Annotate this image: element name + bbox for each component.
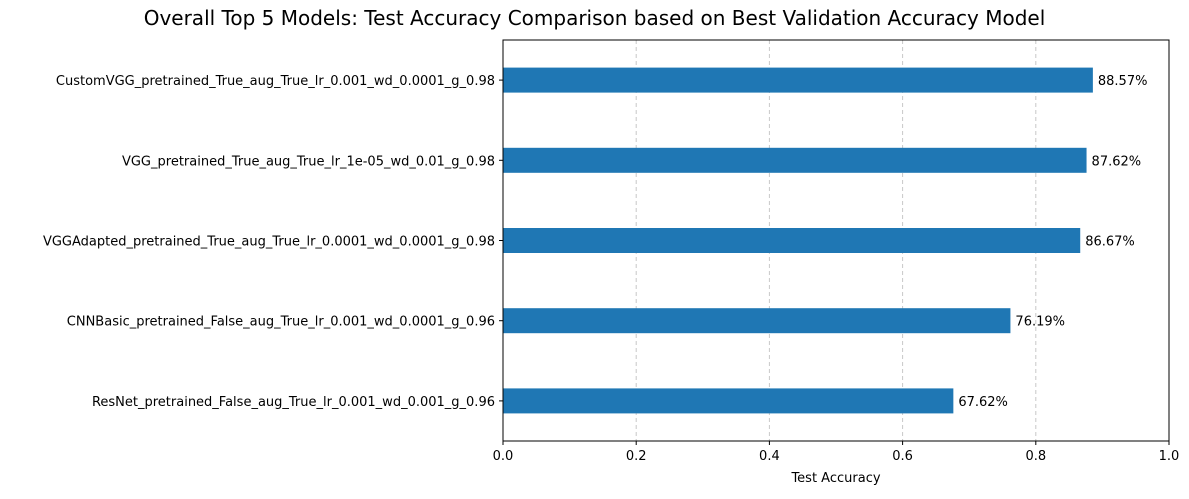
x-tick-label: 0.0 [493, 449, 514, 464]
y-axis-ticks: CustomVGG_pretrained_True_aug_True_lr_0.… [43, 74, 503, 410]
data-label: 67.62% [958, 395, 1008, 410]
y-tick-label: VGGAdapted_pretrained_True_aug_True_lr_0… [43, 235, 495, 250]
data-labels: 88.57% 87.62% 86.67% 76.19% 67.62% [958, 74, 1147, 410]
x-axis-ticks: 0.0 0.2 0.4 0.6 0.8 1.0 [493, 441, 1180, 464]
y-tick-label: CustomVGG_pretrained_True_aug_True_lr_0.… [56, 74, 495, 89]
bars [503, 67, 1093, 414]
x-tick-label: 0.2 [626, 449, 647, 464]
bar [503, 147, 1087, 173]
x-tick-label: 1.0 [1159, 449, 1180, 464]
data-label: 86.67% [1085, 235, 1135, 250]
x-tick-label: 0.6 [892, 449, 913, 464]
chart-title: Overall Top 5 Models: Test Accuracy Comp… [144, 6, 1046, 30]
bar [503, 228, 1081, 253]
y-tick-label: CNNBasic_pretrained_False_aug_True_lr_0.… [67, 315, 495, 330]
bar [503, 67, 1093, 93]
y-tick-label: ResNet_pretrained_False_aug_True_lr_0.00… [92, 395, 495, 410]
x-axis-label: Test Accuracy [790, 471, 880, 486]
data-label: 76.19% [1015, 315, 1065, 330]
grid-lines [635, 40, 1037, 441]
bar [503, 388, 954, 414]
data-label: 88.57% [1098, 74, 1148, 89]
x-tick-label: 0.4 [759, 449, 780, 464]
x-tick-label: 0.8 [1025, 449, 1046, 464]
bar [503, 308, 1011, 334]
y-tick-label: VGG_pretrained_True_aug_True_lr_1e-05_wd… [122, 154, 495, 169]
data-label: 87.62% [1092, 154, 1142, 169]
